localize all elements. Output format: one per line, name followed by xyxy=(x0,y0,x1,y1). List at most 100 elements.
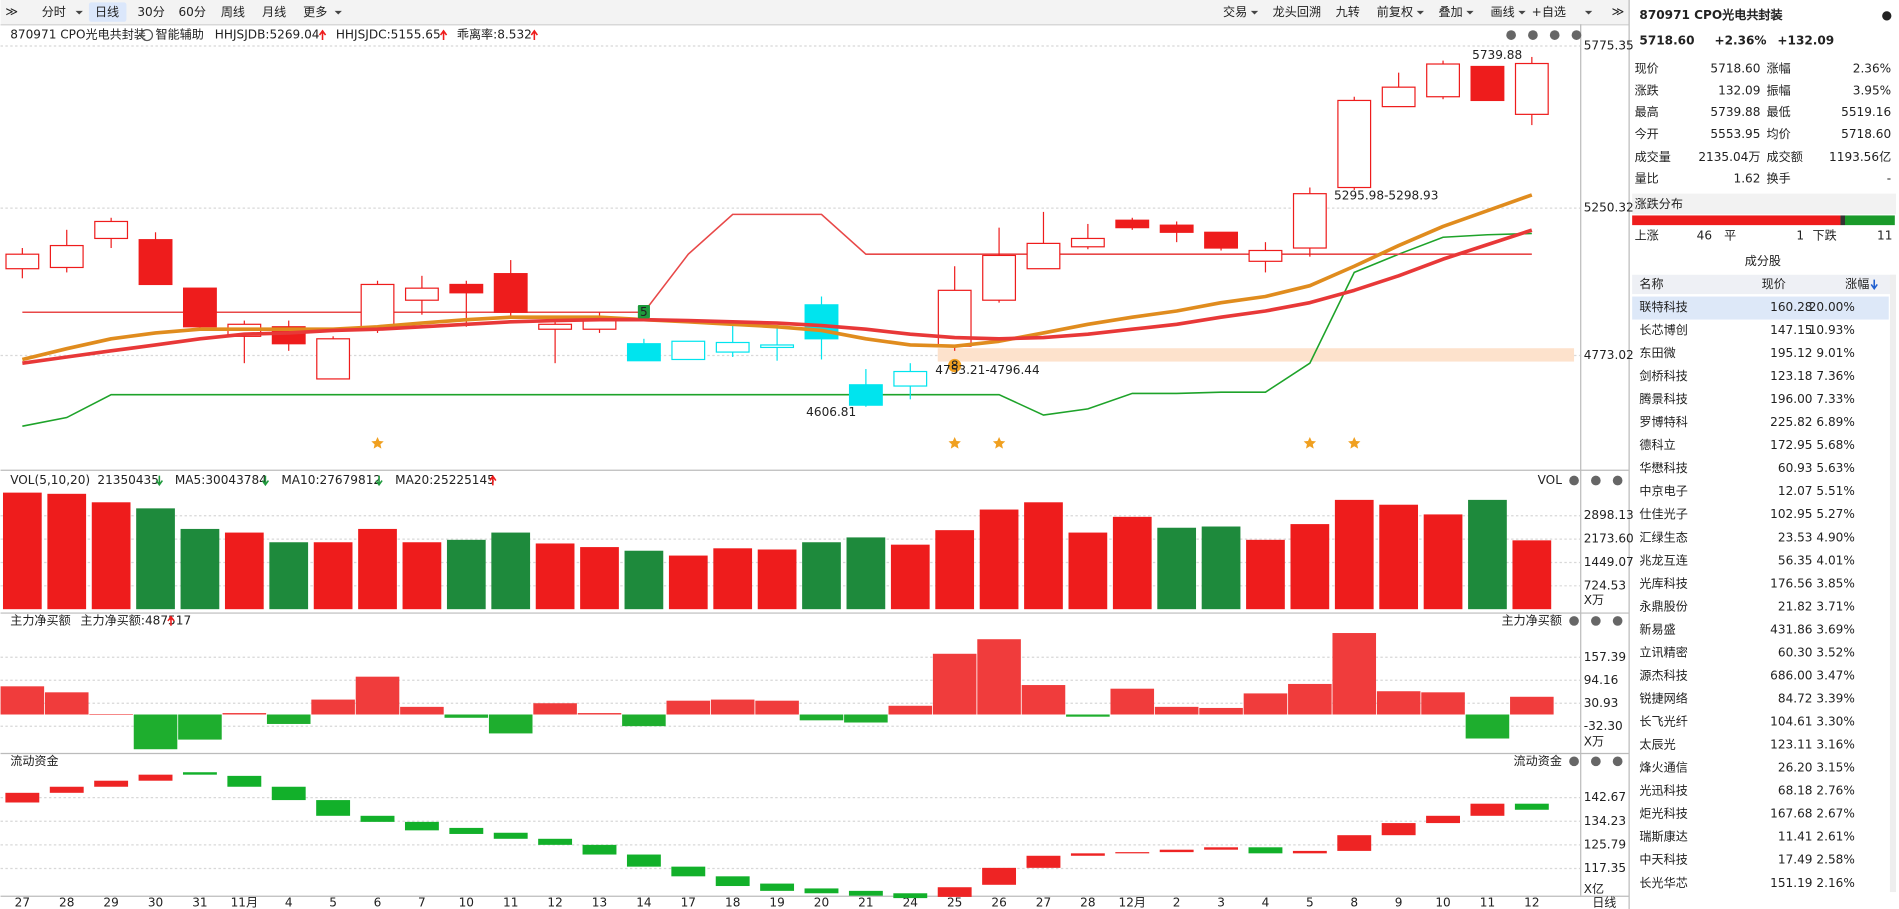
tab[interactable]: 周线 xyxy=(221,5,245,19)
panel-icon[interactable] xyxy=(1571,30,1582,40)
stock-name[interactable]: 华懋科技 xyxy=(1639,460,1687,475)
stock-price[interactable]: 56.35 xyxy=(1778,553,1813,567)
stock-change[interactable]: 3.15% xyxy=(1816,761,1854,775)
stock-change[interactable]: 7.33% xyxy=(1816,392,1854,406)
stock-change[interactable]: 7.36% xyxy=(1816,369,1854,383)
stock-change[interactable]: 3.71% xyxy=(1816,599,1854,613)
toolbar-button[interactable]: +自选 xyxy=(1532,5,1566,19)
info-icon[interactable]: ● xyxy=(1881,8,1892,22)
stock-change[interactable]: 2.16% xyxy=(1816,876,1854,890)
stock-price[interactable]: 60.30 xyxy=(1778,645,1813,659)
stock-price[interactable]: 21.82 xyxy=(1778,599,1813,613)
stock-name[interactable]: 东田微 xyxy=(1639,346,1675,360)
tab[interactable]: 月线 xyxy=(262,5,286,19)
stock-price[interactable]: 102.95 xyxy=(1770,507,1812,521)
stock-name[interactable]: 源杰科技 xyxy=(1639,668,1687,682)
panel-icon[interactable] xyxy=(1591,616,1601,626)
stock-price[interactable]: 23.53 xyxy=(1778,530,1813,544)
stock-price[interactable]: 225.82 xyxy=(1770,415,1812,429)
stock-price[interactable]: 176.56 xyxy=(1770,576,1812,590)
stock-change[interactable]: 9.01% xyxy=(1816,346,1854,360)
panel-icon[interactable] xyxy=(1569,616,1579,626)
stock-change[interactable]: 5.63% xyxy=(1816,461,1854,475)
stock-name[interactable]: 烽火通信 xyxy=(1639,761,1687,775)
panel-icon[interactable] xyxy=(1612,756,1623,767)
toolbar-button[interactable]: 前复权 xyxy=(1377,4,1413,19)
panel-icon[interactable] xyxy=(1612,616,1623,626)
stock-price[interactable]: 84.72 xyxy=(1778,692,1813,706)
stock-price[interactable]: 167.68 xyxy=(1770,807,1812,821)
stock-name[interactable]: 罗博特科 xyxy=(1639,414,1687,429)
stock-name[interactable]: 太辰光 xyxy=(1639,737,1675,752)
stock-price[interactable]: 196.00 xyxy=(1770,392,1812,406)
tab[interactable]: 日线 xyxy=(95,5,119,19)
stock-price[interactable]: 68.18 xyxy=(1778,784,1813,798)
panel-icon[interactable] xyxy=(1591,475,1601,486)
stock-change[interactable]: 2.61% xyxy=(1816,830,1854,844)
expand-icon[interactable]: ≫ xyxy=(1612,5,1625,19)
stock-change[interactable]: 3.39% xyxy=(1816,692,1854,706)
stock-price[interactable]: 60.93 xyxy=(1778,461,1813,475)
panel-icon[interactable] xyxy=(1612,475,1623,486)
stock-name[interactable]: 光库科技 xyxy=(1639,575,1687,590)
stock-name[interactable]: 锐捷网络 xyxy=(1639,691,1687,706)
stock-change[interactable]: 2.58% xyxy=(1816,853,1854,867)
stock-price[interactable]: 151.19 xyxy=(1770,876,1812,890)
stock-price[interactable]: 123.11 xyxy=(1770,738,1812,752)
panel-icon[interactable] xyxy=(1506,30,1516,40)
column-header[interactable]: 现价 xyxy=(1762,277,1786,291)
stock-name[interactable]: 炬光科技 xyxy=(1639,807,1687,821)
stock-change[interactable]: 5.68% xyxy=(1816,438,1854,452)
toolbar-button[interactable]: 交易 xyxy=(1223,4,1247,19)
stock-change[interactable]: 4.90% xyxy=(1816,530,1854,544)
dropdown-icon[interactable] xyxy=(140,29,154,42)
stock-price[interactable]: 686.00 xyxy=(1770,668,1812,682)
stock-change[interactable]: 3.47% xyxy=(1816,668,1854,682)
stock-change[interactable]: 3.52% xyxy=(1816,645,1854,659)
stock-change[interactable]: 10.93% xyxy=(1809,323,1855,337)
toolbar-button[interactable]: 龙头回溯 xyxy=(1273,4,1321,19)
stock-change[interactable]: 3.30% xyxy=(1816,715,1854,729)
tab[interactable]: 30分 xyxy=(137,5,164,19)
stock-name[interactable]: 永鼎股份 xyxy=(1639,599,1687,613)
stock-price[interactable]: 26.20 xyxy=(1778,761,1813,775)
panel-icon[interactable] xyxy=(1549,30,1560,40)
stock-name[interactable]: 中京电子 xyxy=(1639,483,1687,498)
stock-change[interactable]: 4.01% xyxy=(1816,553,1854,567)
stock-price[interactable]: 123.18 xyxy=(1770,369,1812,383)
stock-name[interactable]: 仕佳光子 xyxy=(1639,507,1687,521)
stock-change[interactable]: 5.27% xyxy=(1816,507,1854,521)
stock-change[interactable]: 20.00% xyxy=(1809,300,1855,314)
collapse-icon[interactable]: ≫ xyxy=(5,5,18,19)
tab[interactable]: 分时 xyxy=(42,5,66,19)
stock-change[interactable]: 3.16% xyxy=(1816,738,1854,752)
stock-change[interactable]: 3.85% xyxy=(1816,576,1854,590)
stock-price[interactable]: 11.41 xyxy=(1778,830,1813,844)
stock-name[interactable]: 长光华芯 xyxy=(1639,875,1687,890)
stock-name[interactable]: 兆龙互连 xyxy=(1639,552,1687,567)
stock-change[interactable]: 6.89% xyxy=(1816,415,1854,429)
panel-icon[interactable] xyxy=(1528,30,1538,40)
stock-change[interactable]: 2.76% xyxy=(1816,784,1854,798)
stock-price[interactable]: 172.95 xyxy=(1770,438,1812,452)
stock-change[interactable]: 2.67% xyxy=(1816,807,1854,821)
stock-price[interactable]: 160.28 xyxy=(1770,300,1812,314)
stock-name[interactable]: 光迅科技 xyxy=(1639,784,1687,798)
tab[interactable]: 60分 xyxy=(178,5,205,19)
stock-price[interactable]: 195.12 xyxy=(1770,346,1812,360)
stock-name[interactable]: 德科立 xyxy=(1639,437,1675,452)
panel-icon[interactable] xyxy=(1569,475,1579,486)
tab[interactable]: 更多 xyxy=(303,5,327,19)
toolbar-button[interactable]: 九转 xyxy=(1336,4,1360,19)
toolbar-button[interactable]: 画线 xyxy=(1491,5,1515,19)
stock-name[interactable]: 中天科技 xyxy=(1639,852,1687,867)
stock-price[interactable]: 147.15 xyxy=(1770,323,1812,337)
stock-change[interactable]: 5.51% xyxy=(1816,484,1854,498)
stock-price[interactable]: 12.07 xyxy=(1778,484,1813,498)
panel-icon[interactable] xyxy=(1569,756,1579,767)
stock-change[interactable]: 3.69% xyxy=(1816,622,1854,636)
panel-icon[interactable] xyxy=(1591,756,1601,767)
stock-name[interactable]: 新易盛 xyxy=(1639,621,1675,636)
stock-name[interactable]: 长芯博创 xyxy=(1639,322,1687,337)
toolbar-button[interactable]: 叠加 xyxy=(1438,5,1462,19)
